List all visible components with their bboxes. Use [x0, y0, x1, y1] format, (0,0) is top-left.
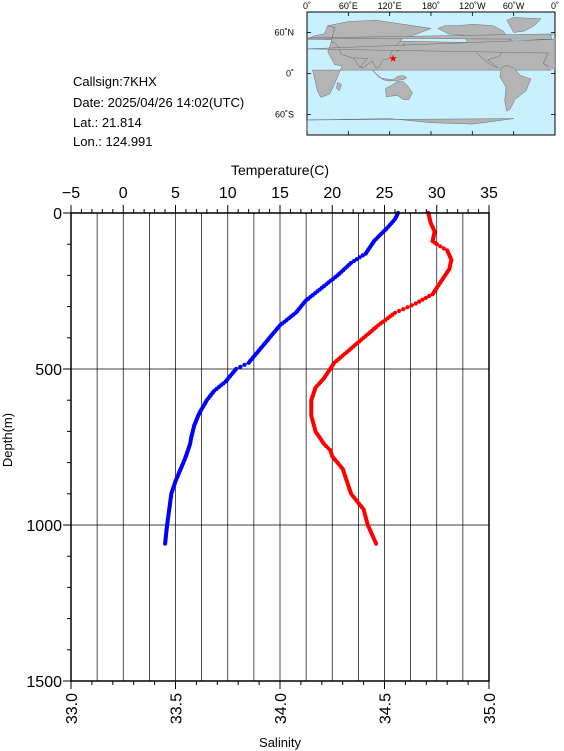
asia-land — [327, 19, 432, 69]
greenland-land — [506, 17, 542, 33]
series-point — [427, 293, 432, 299]
map-lon-label: 120˚E — [378, 1, 402, 11]
series-point — [238, 364, 243, 369]
bottom-axis-tick-label: 35.0 — [482, 693, 499, 724]
series-point — [430, 292, 435, 297]
series-point — [405, 305, 410, 310]
series-point — [413, 301, 418, 306]
lon-text: Lon.: 124.991 — [73, 134, 153, 149]
bottom-axis-tick-label: 34.0 — [273, 693, 290, 724]
series-point — [434, 242, 439, 247]
series-point — [420, 297, 425, 302]
madagascar-land — [336, 82, 342, 91]
series-point — [397, 308, 402, 314]
top-axis-label: Temperature(C) — [231, 162, 329, 178]
australia-land — [385, 81, 413, 100]
top-axis-tick-label: 25 — [376, 185, 394, 202]
map-lon-label: 120˚W — [459, 1, 486, 11]
series-point — [409, 303, 414, 308]
antarctica-land — [306, 118, 514, 135]
bottom-axis-tick-label: 34.5 — [378, 693, 395, 724]
series-point — [441, 246, 446, 251]
bottom-axis-tick-label: 33.0 — [64, 693, 81, 724]
temperature-series — [163, 210, 401, 546]
y-axis-label: Depth(m) — [0, 413, 15, 467]
date-text: Date: 2025/04/26 14:02(UTC) — [73, 95, 245, 110]
series-point — [242, 362, 247, 367]
map-lon-label: 0˚ — [303, 1, 311, 11]
bottom-axis-tick-label: 33.5 — [169, 693, 186, 724]
series-point — [438, 244, 443, 249]
series-point — [423, 295, 428, 300]
chart-grid — [70, 212, 490, 682]
top-axis-tick-label: 5 — [171, 185, 180, 202]
station-marker — [389, 54, 397, 62]
map-labels: 0˚ 60˚E 120˚E 180˚ 120˚W 60˚W 0˚ 60˚N 0˚ 60˚S — [274, 1, 559, 135]
series-point — [401, 307, 406, 312]
world-map: 0˚ 60˚E 120˚E 180˚ 120˚W 60˚W 0˚ 60˚N 0˚ 60˚S — [274, 1, 559, 136]
series-point — [374, 541, 379, 546]
lat-text: Lat.: 21.814 — [73, 115, 142, 130]
series-point — [360, 253, 365, 258]
map-lat-label: 60˚S — [275, 110, 294, 120]
south-america-land — [499, 65, 532, 112]
indonesia-land — [372, 69, 408, 82]
map-lon-label: 180˚ — [422, 1, 440, 11]
series-point — [417, 299, 422, 304]
map-land — [306, 17, 556, 135]
y-axis-tick-label: 0 — [53, 206, 62, 223]
india-land — [353, 57, 369, 69]
top-axis-tick-label: 35 — [480, 185, 498, 202]
west-africa-land — [306, 35, 556, 71]
y-axis-tick-label: 500 — [35, 362, 62, 379]
y-axis-tick-label: 1000 — [26, 518, 62, 535]
map-lon-label: 0˚ — [551, 1, 559, 11]
map-lon-label: 60˚W — [503, 1, 525, 11]
station-star-icon — [389, 54, 397, 62]
top-axis-tick-label: 0 — [119, 185, 128, 202]
callsign-text: Callsign:7KHX — [73, 74, 157, 89]
series-point — [246, 360, 251, 365]
map-lon-label: 60˚E — [339, 1, 358, 11]
series-point — [163, 541, 168, 546]
uk-land — [308, 33, 554, 40]
top-axis-tick-label: −5 — [62, 185, 80, 202]
top-axis-tick-label: 15 — [271, 185, 289, 202]
top-axis-tick-label: 10 — [219, 185, 237, 202]
top-axis-tick-label: 20 — [323, 185, 341, 202]
map-lat-label: 60˚N — [274, 28, 294, 38]
map-lat-label: 0˚ — [286, 69, 294, 79]
chart-series — [163, 210, 454, 546]
series-line — [164, 212, 399, 544]
salinity-series — [309, 210, 454, 546]
top-axis-tick-label: 30 — [428, 185, 446, 202]
bottom-axis-label: Salinity — [259, 735, 301, 750]
y-axis-tick-label: 1500 — [26, 674, 62, 691]
